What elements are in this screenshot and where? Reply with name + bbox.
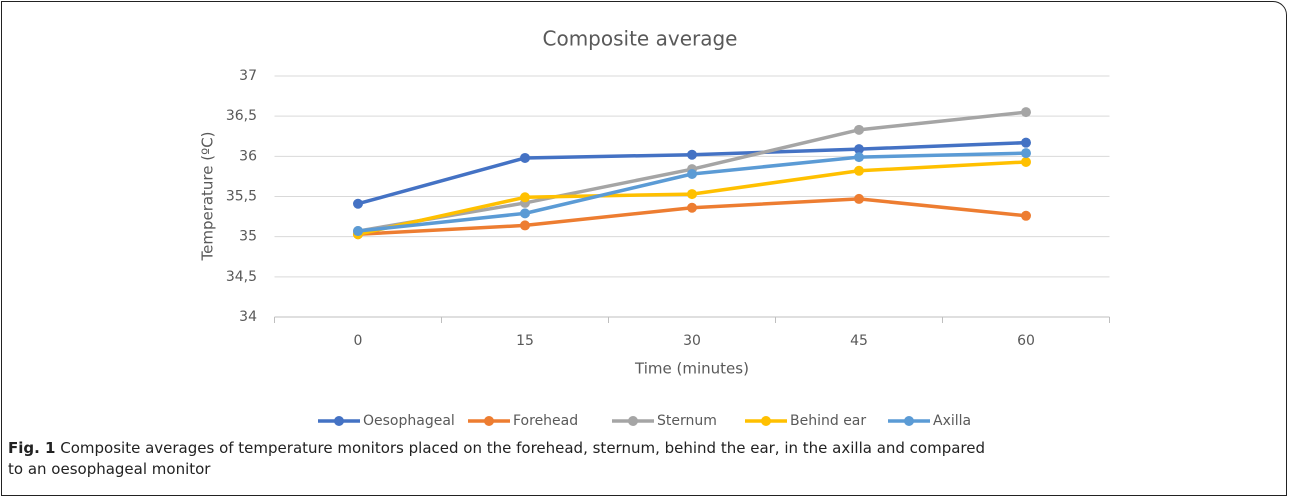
data-point [687,169,697,180]
y-axis-label: Temperature (ºC) [199,131,217,261]
y-tick-label: 36,5 [226,108,257,124]
y-tick-label: 35,5 [226,189,257,205]
data-point [854,165,864,176]
data-point [687,149,697,160]
x-tick-label: 30 [683,333,701,349]
x-axis-label: Time (minutes) [634,360,749,378]
legend-label: Behind ear [790,413,866,429]
figure-caption: Fig. 1 Composite averages of temperature… [8,438,998,480]
caption-label: Fig. 1 [8,439,56,457]
legend-label: Sternum [657,413,717,429]
data-point [1021,107,1031,118]
legend-marker [761,416,771,426]
data-point [687,189,697,200]
legend-label: Oesophageal [363,413,455,429]
data-point [353,198,363,209]
legend-marker [904,416,914,426]
data-point [1021,148,1031,159]
data-point [854,144,864,155]
caption-text: Composite averages of temperature monito… [8,439,986,478]
data-point [520,208,530,219]
data-point [520,220,530,231]
x-tick-label: 45 [850,333,868,349]
data-point [520,152,530,163]
y-tick-label: 34,5 [226,269,257,285]
data-point [1021,156,1031,167]
data-point [1021,210,1031,221]
x-tick-label: 60 [1017,333,1035,349]
x-tick-label: 15 [516,333,534,349]
chart-title: Composite average [543,27,738,51]
data-point [520,192,530,203]
data-point [854,193,864,204]
legend-marker [334,416,344,426]
data-point [854,152,864,163]
data-point [687,202,697,213]
x-tick-label: 0 [354,333,363,349]
legend-marker [484,416,494,426]
y-tick-label: 37 [239,68,257,84]
legend-marker [628,416,638,426]
data-point [353,226,363,237]
data-point [854,124,864,135]
y-tick-label: 34 [239,309,257,325]
legend-label: Forehead [513,413,578,429]
chart: Composite average Time (minutes) Tempera… [199,27,1110,429]
y-tick-label: 36 [239,148,257,164]
data-point [1021,137,1031,148]
y-tick-label: 35 [239,229,257,245]
legend-label: Axilla [933,413,971,429]
